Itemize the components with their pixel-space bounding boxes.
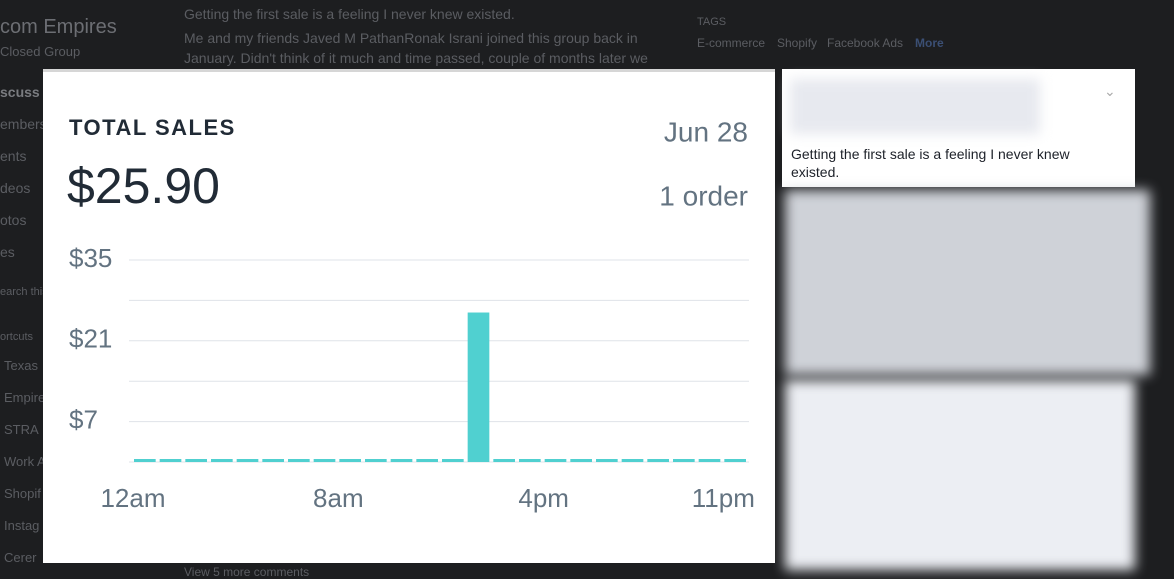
shortcut[interactable]: STRA	[4, 422, 39, 437]
tag[interactable]: E-commerce	[697, 36, 766, 50]
post-title: Getting the first sale is a feeling I ne…	[184, 6, 515, 22]
nav-item[interactable]: ents	[0, 148, 27, 164]
blurred-image	[785, 190, 1150, 375]
shortcut[interactable]: Texas	[4, 358, 38, 373]
bar	[159, 459, 182, 462]
date: Jun 28	[664, 116, 748, 147]
bar	[236, 459, 259, 462]
shortcut[interactable]: Cerer	[4, 550, 37, 565]
shortcut[interactable]: Empire	[4, 390, 46, 405]
sales-panel: TOTAL SALES $25.90 Jun 28 1 order $7 $21 $…	[43, 69, 775, 563]
bar	[698, 459, 721, 462]
bar	[288, 459, 310, 462]
group-type: Closed Group	[0, 44, 81, 59]
tags-more[interactable]: More	[915, 36, 944, 50]
shortcut[interactable]: Instag	[4, 518, 40, 533]
chart: TOTAL SALES $25.90 Jun 28 1 order $7 $21 $…	[67, 115, 755, 513]
bar	[493, 459, 515, 462]
bar	[313, 459, 336, 462]
bar	[647, 459, 669, 462]
tag[interactable]: Facebook Ads	[827, 36, 904, 50]
post-body-line: January. Didn't think of it much and tim…	[184, 50, 648, 66]
bar	[134, 459, 156, 462]
bar	[185, 459, 207, 462]
bar	[365, 459, 387, 462]
post-body-line: Me and my friends Javed M PathanRonak Is…	[184, 30, 638, 46]
bar	[621, 459, 644, 462]
y-tick-label: $35	[69, 243, 112, 273]
bar	[467, 312, 490, 462]
tag[interactable]: Shopify	[777, 36, 818, 50]
y-tick-label: $21	[69, 324, 112, 354]
bar	[442, 459, 464, 462]
search[interactable]: earch this	[0, 286, 48, 298]
bar	[339, 459, 361, 462]
group-title[interactable]: com Empires	[0, 16, 117, 38]
nav-item[interactable]: embers	[0, 116, 47, 132]
bar	[570, 459, 592, 462]
post-card: ⌄ Getting the first sale is a feeling I …	[782, 69, 1135, 187]
bar	[724, 459, 746, 462]
nav-item[interactable]: scuss	[0, 84, 40, 100]
bar	[262, 459, 284, 462]
bar	[544, 459, 567, 462]
blurred-header	[790, 79, 1040, 134]
total-sales: $25.90	[67, 158, 220, 214]
bar	[211, 459, 233, 462]
shortcut[interactable]: Shopif	[4, 486, 41, 501]
x-tick-label: 12am	[100, 483, 165, 513]
nav-item[interactable]: es	[0, 244, 15, 260]
shortcuts-heading: ortcuts	[0, 331, 34, 343]
bar	[416, 459, 438, 462]
blurred-comments	[785, 380, 1135, 570]
x-tick-label: 8am	[313, 483, 364, 513]
chart-title: TOTAL SALES	[69, 115, 236, 140]
chevron[interactable]: ⌄	[1104, 83, 1116, 99]
tags-heading: TAGS	[697, 16, 727, 28]
view-more-comments[interactable]: View 5 more comments	[184, 565, 310, 579]
bar	[596, 459, 618, 462]
nav-item[interactable]: otos	[0, 212, 27, 228]
bar	[519, 459, 541, 462]
x-tick-label: 11pm	[692, 483, 755, 513]
bar	[390, 459, 413, 462]
order-count: 1 order	[659, 180, 748, 211]
nav-item[interactable]: deos	[0, 180, 31, 196]
card-text: Getting the first sale is a feeling I ne…	[791, 146, 1070, 180]
bar	[673, 459, 695, 462]
y-tick-label: $7	[69, 404, 98, 434]
shortcut[interactable]: Work A	[4, 454, 46, 469]
x-tick-label: 4pm	[518, 483, 569, 513]
